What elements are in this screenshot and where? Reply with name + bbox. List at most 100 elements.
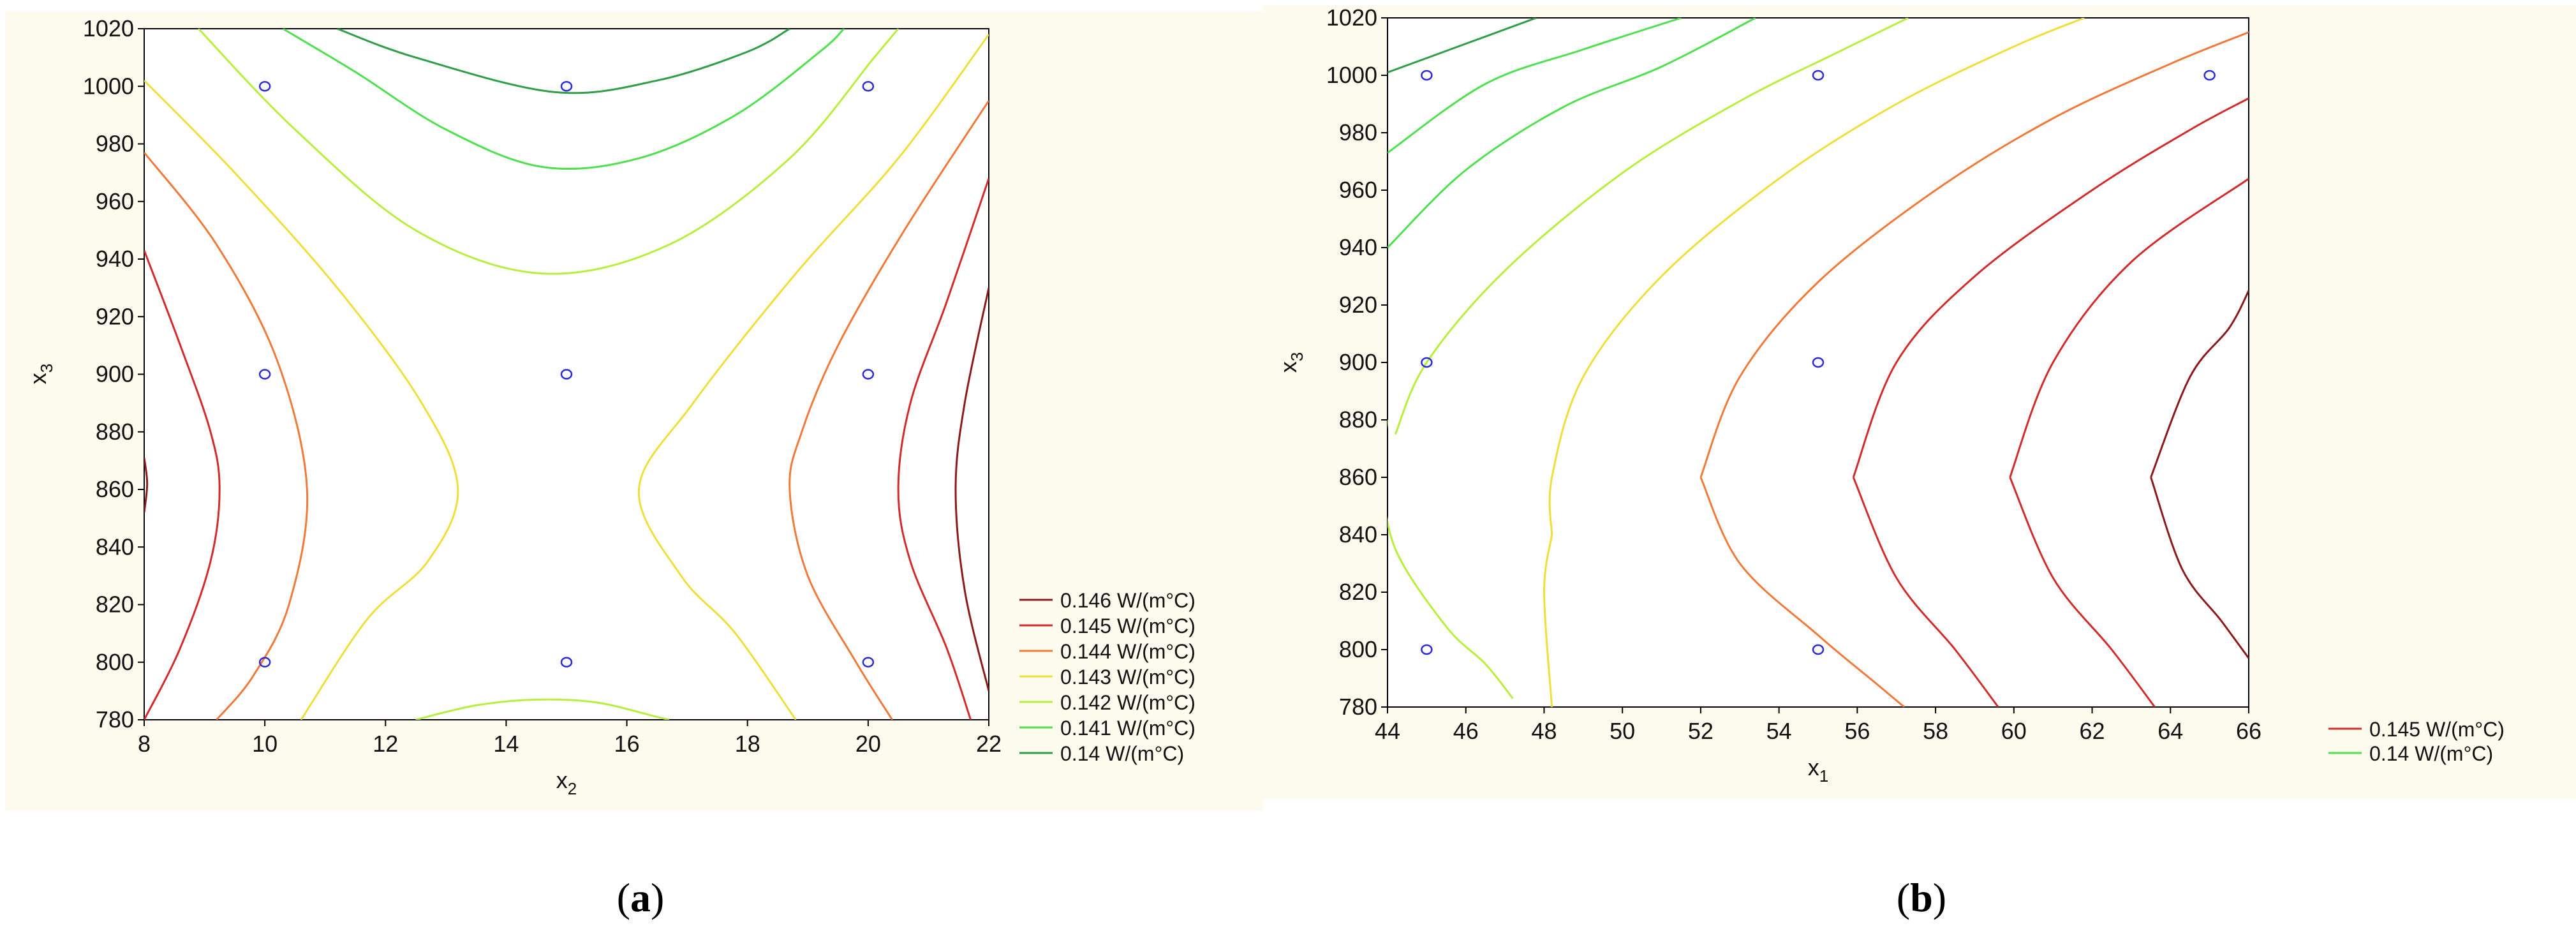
y-tick-label: 960 xyxy=(1339,177,1377,203)
contour-line xyxy=(198,29,899,275)
contour-line xyxy=(1852,477,1999,707)
x-tick-label: 22 xyxy=(976,731,1002,757)
x-tick-label: 48 xyxy=(1531,718,1557,744)
design-point xyxy=(1812,70,1825,81)
y-tick-label: 980 xyxy=(96,131,134,157)
legend-label: 0.14 W/(m°C) xyxy=(2369,742,2493,765)
contour-line xyxy=(282,29,845,170)
design-point xyxy=(1421,644,1433,655)
legend-label: 0.142 W/(m°C) xyxy=(1060,691,1195,714)
y-tick-label: 920 xyxy=(1339,292,1377,318)
x-tick-label: 54 xyxy=(1766,718,1792,744)
y-tick-label: 780 xyxy=(1339,694,1377,720)
design-point xyxy=(1812,644,1825,655)
x-tick-label: 58 xyxy=(1923,718,1948,744)
y-tick-label: 1000 xyxy=(1326,62,1377,88)
contour-lines xyxy=(144,29,989,720)
contour-line xyxy=(1548,18,2085,535)
contour-line xyxy=(1852,97,2249,478)
y-tick-label: 940 xyxy=(96,246,134,272)
y-tick-label: 980 xyxy=(1339,119,1377,145)
legend-label: 0.144 W/(m°C) xyxy=(1060,640,1195,663)
contour-line xyxy=(2009,177,2249,478)
contour-line xyxy=(1699,31,2249,478)
legend: 0.146 W/(m°C)0.145 W/(m°C) 0.144 W/(m°C) 0… xyxy=(1019,589,1195,765)
x-tick-label: 46 xyxy=(1453,718,1479,744)
design-point xyxy=(1421,70,1433,81)
x-tick-label: 66 xyxy=(2236,718,2261,744)
contour-lines xyxy=(1388,18,2249,707)
legend-label: 0.145 W/(m°C) xyxy=(2369,718,2505,741)
design-point xyxy=(560,657,573,667)
x-tick-label: 62 xyxy=(2080,718,2105,744)
design-point xyxy=(1812,357,1825,368)
design-point xyxy=(560,81,573,92)
x-tick-label: 20 xyxy=(855,731,881,757)
y-tick-label: 820 xyxy=(96,592,134,618)
contour-line xyxy=(144,80,459,720)
y-tick-label: 900 xyxy=(96,361,134,387)
x-tick-label: 18 xyxy=(735,731,760,757)
contour-line xyxy=(954,287,989,692)
y-axis-label: x3 xyxy=(1275,352,1307,373)
contour-line xyxy=(1388,420,1514,699)
contour-line xyxy=(1388,18,1756,249)
y-axis-label: x3 xyxy=(25,364,56,384)
design-point xyxy=(258,81,271,92)
y-tick-label: 840 xyxy=(96,533,134,560)
legend-label: 0.14 W/(m°C) xyxy=(1060,742,1184,765)
design-point xyxy=(862,369,875,380)
contour-line xyxy=(897,178,989,720)
y-tick-label: 880 xyxy=(96,419,134,445)
y-tick-label: 880 xyxy=(1339,406,1377,433)
design-point xyxy=(560,369,573,380)
x-tick-label: 8 xyxy=(138,731,151,757)
y-tick-label: 900 xyxy=(1339,349,1377,375)
y-tick-label: 860 xyxy=(1339,464,1377,490)
contour-line xyxy=(2009,477,2156,707)
y-tick-label: 1000 xyxy=(83,73,134,99)
x-tick-label: 14 xyxy=(493,731,519,757)
design-point xyxy=(862,657,875,667)
x-axis-label: x2 xyxy=(556,767,577,798)
legend-label: 0.145 W/(m°C) xyxy=(1060,614,1195,637)
contour-line xyxy=(637,34,989,720)
y-tick-label: 920 xyxy=(96,303,134,329)
caption-a: (a) xyxy=(616,875,665,920)
x-tick-label: 56 xyxy=(1844,718,1870,744)
contour-line xyxy=(1699,477,1905,707)
plot-area xyxy=(1387,17,2249,708)
y-tick-label: 840 xyxy=(1339,521,1377,547)
chart-a: 8 10 12 14 16 18 20 22 780 800 820 840 860 880 900 920 9… xyxy=(25,15,1195,798)
contour-line xyxy=(1394,18,1909,435)
y-tick-label: 860 xyxy=(96,476,134,502)
y-tick-label: 1020 xyxy=(1326,4,1377,31)
x-tick-label: 52 xyxy=(1688,718,1714,744)
contour-line xyxy=(144,250,221,720)
plot-area xyxy=(144,28,989,720)
design-point xyxy=(2203,70,2216,81)
y-tick-label: 780 xyxy=(96,706,134,733)
contour-line xyxy=(2150,290,2249,478)
legend-label: 0.146 W/(m°C) xyxy=(1060,589,1195,612)
x-axis-label: x1 xyxy=(1808,754,1828,786)
design-point xyxy=(862,81,875,92)
y-tick-label: 820 xyxy=(1339,579,1377,605)
y-tick-label: 960 xyxy=(96,188,134,214)
x-tick-label: 12 xyxy=(373,731,398,757)
chart-b: 44 46 48 50 52 54 56 58 60 62 64 66 780 800 820 840 860 8… xyxy=(1275,4,2505,786)
contour-line xyxy=(788,100,989,720)
contour-line xyxy=(1543,534,1553,707)
x-tick-label: 64 xyxy=(2158,718,2183,744)
x-tick-label: 16 xyxy=(614,731,640,757)
x-tick-label: 50 xyxy=(1610,718,1635,744)
design-point xyxy=(258,369,271,380)
design-point xyxy=(1421,357,1433,368)
caption-b: (b) xyxy=(1896,875,1947,920)
legend-label: 0.141 W/(m°C) xyxy=(1060,717,1195,740)
contour-line xyxy=(337,29,790,94)
x-tick-label: 60 xyxy=(2001,718,2027,744)
y-tick-label: 800 xyxy=(1339,636,1377,662)
contour-line xyxy=(2150,477,2249,659)
